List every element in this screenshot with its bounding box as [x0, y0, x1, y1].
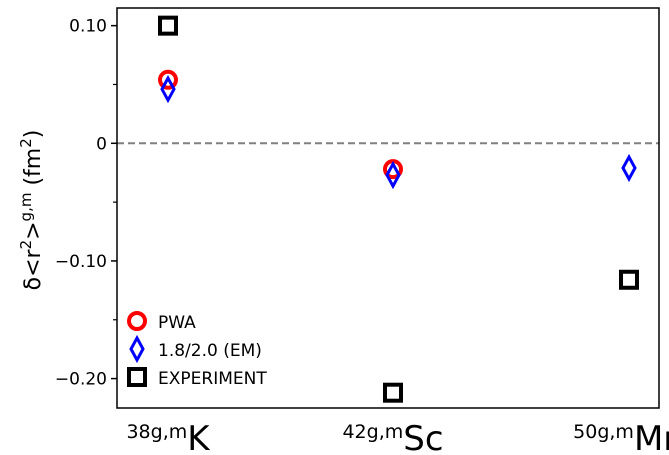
y-axis-label: δ<r2>g,m (fm2) — [17, 130, 46, 291]
y-axis-label-prefix: δ<r — [21, 248, 46, 290]
x-category-isotope-3: 50g,m — [573, 421, 634, 443]
legend-label-pwa: PWA — [158, 313, 196, 333]
legend-label-experiment: EXPERIMENT — [158, 369, 267, 389]
point-1-8-2-0-em-2 — [385, 160, 401, 190]
y-tick-label-4: −0.20 — [55, 370, 107, 390]
x-category-element-2: Sc — [403, 419, 443, 455]
y-tick-label-3: −0.10 — [55, 252, 107, 272]
y-axis-label-unit: (fm — [21, 148, 46, 193]
y-tick-label-2: 0 — [96, 134, 107, 154]
plot-frame — [116, 7, 660, 409]
legend-label-1-8-2-0-em: 1.8/2.0 (EM) — [158, 341, 262, 361]
legend-marker-pwa — [127, 311, 147, 331]
legend-marker-1-8-2-0-em — [129, 334, 145, 364]
x-category-isotope-1: 38g,m — [126, 421, 187, 443]
y-axis-label-sup1: 2 — [17, 240, 35, 250]
y-axis-label-unit-close: ) — [21, 130, 46, 139]
x-category-element-3: Mn — [634, 419, 669, 455]
x-category-label-2: 42g,mSc — [342, 419, 443, 455]
y-axis-label-unit-sup: 2 — [17, 138, 35, 148]
x-category-label-1: 38g,mK — [126, 419, 211, 455]
point-experiment-1 — [158, 15, 178, 36]
x-category-isotope-2: 42g,m — [342, 421, 403, 443]
point-pwa-1 — [158, 69, 178, 90]
x-category-element-1: K — [187, 419, 211, 455]
y-axis-label-mid: > — [21, 221, 46, 239]
y-tick-label-1: 0.10 — [69, 17, 107, 37]
y-axis-label-sup2: g,m — [17, 193, 35, 222]
point-1-8-2-0-em-1 — [160, 75, 176, 104]
point-experiment-2 — [383, 382, 403, 403]
point-1-8-2-0-em-3 — [621, 153, 637, 183]
point-experiment-3 — [619, 269, 639, 290]
x-category-label-3: 50g,mMn — [573, 419, 669, 455]
legend-marker-experiment — [127, 367, 147, 387]
